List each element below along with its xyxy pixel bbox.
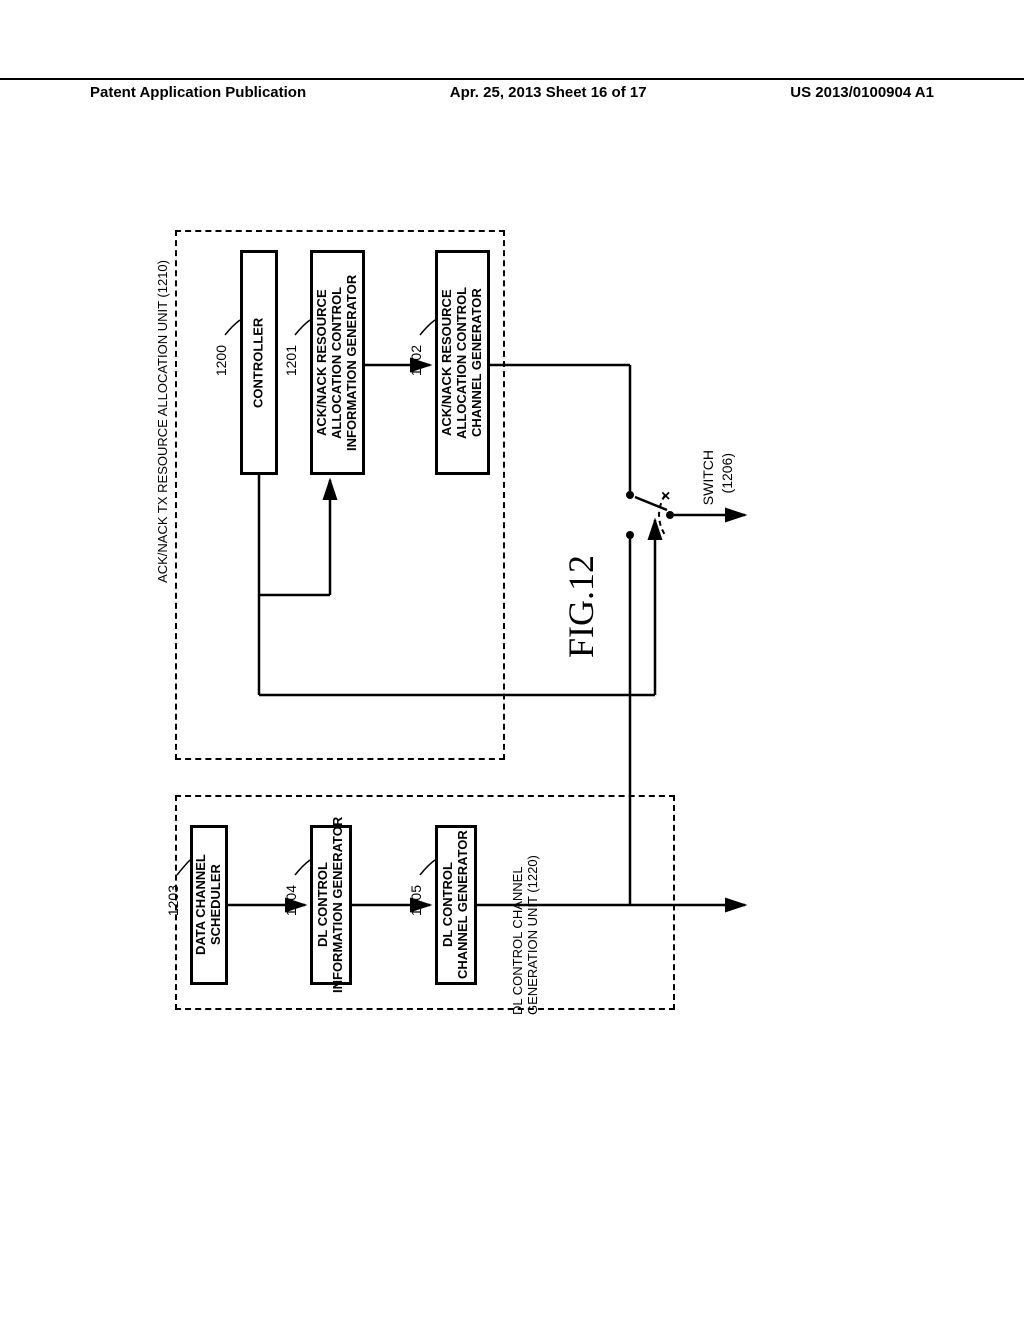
block-data-scheduler: DATA CHANNEL SCHEDULER <box>190 825 228 985</box>
block-ack-info-gen: ACK/NACK RESOURCE ALLOCATION CONTROL INF… <box>310 250 365 475</box>
block-dl-info-gen: DL CONTROL INFORMATION GENERATOR <box>310 825 352 985</box>
ref-1202: 1202 <box>408 345 424 376</box>
svg-text:×: × <box>661 488 670 505</box>
ref-1200: 1200 <box>213 345 229 376</box>
diagram: ACK/NACK TX RESOURCE ALLOCATION UNIT (12… <box>155 205 795 1015</box>
ref-1201: 1201 <box>283 345 299 376</box>
switch-text: SWITCH <box>700 450 716 505</box>
ref-1203: 1203 <box>165 885 181 916</box>
page-header: Patent Application Publication Apr. 25, … <box>0 78 1024 101</box>
ref-1204: 1204 <box>283 885 299 916</box>
unit-1210-label: ACK/NACK TX RESOURCE ALLOCATION UNIT (12… <box>155 260 170 583</box>
ref-1205: 1205 <box>408 885 424 916</box>
header-center: Apr. 25, 2013 Sheet 16 of 17 <box>450 84 647 101</box>
block-ack-chan-gen: ACK/NACK RESOURCE ALLOCATION CONTROL CHA… <box>435 250 490 475</box>
header-left: Patent Application Publication <box>90 84 306 101</box>
switch-ref: (1206) <box>719 453 735 493</box>
header-right: US 2013/0100904 A1 <box>790 84 934 101</box>
block-controller: CONTROLLER <box>240 250 278 475</box>
unit-1220-label: DL CONTROL CHANNEL GENERATION UNIT (1220… <box>510 813 540 1015</box>
figure-label: FIG.12 <box>560 555 602 658</box>
block-dl-chan-gen: DL CONTROL CHANNEL GENERATOR <box>435 825 477 985</box>
unit-1220-box <box>175 795 675 1010</box>
